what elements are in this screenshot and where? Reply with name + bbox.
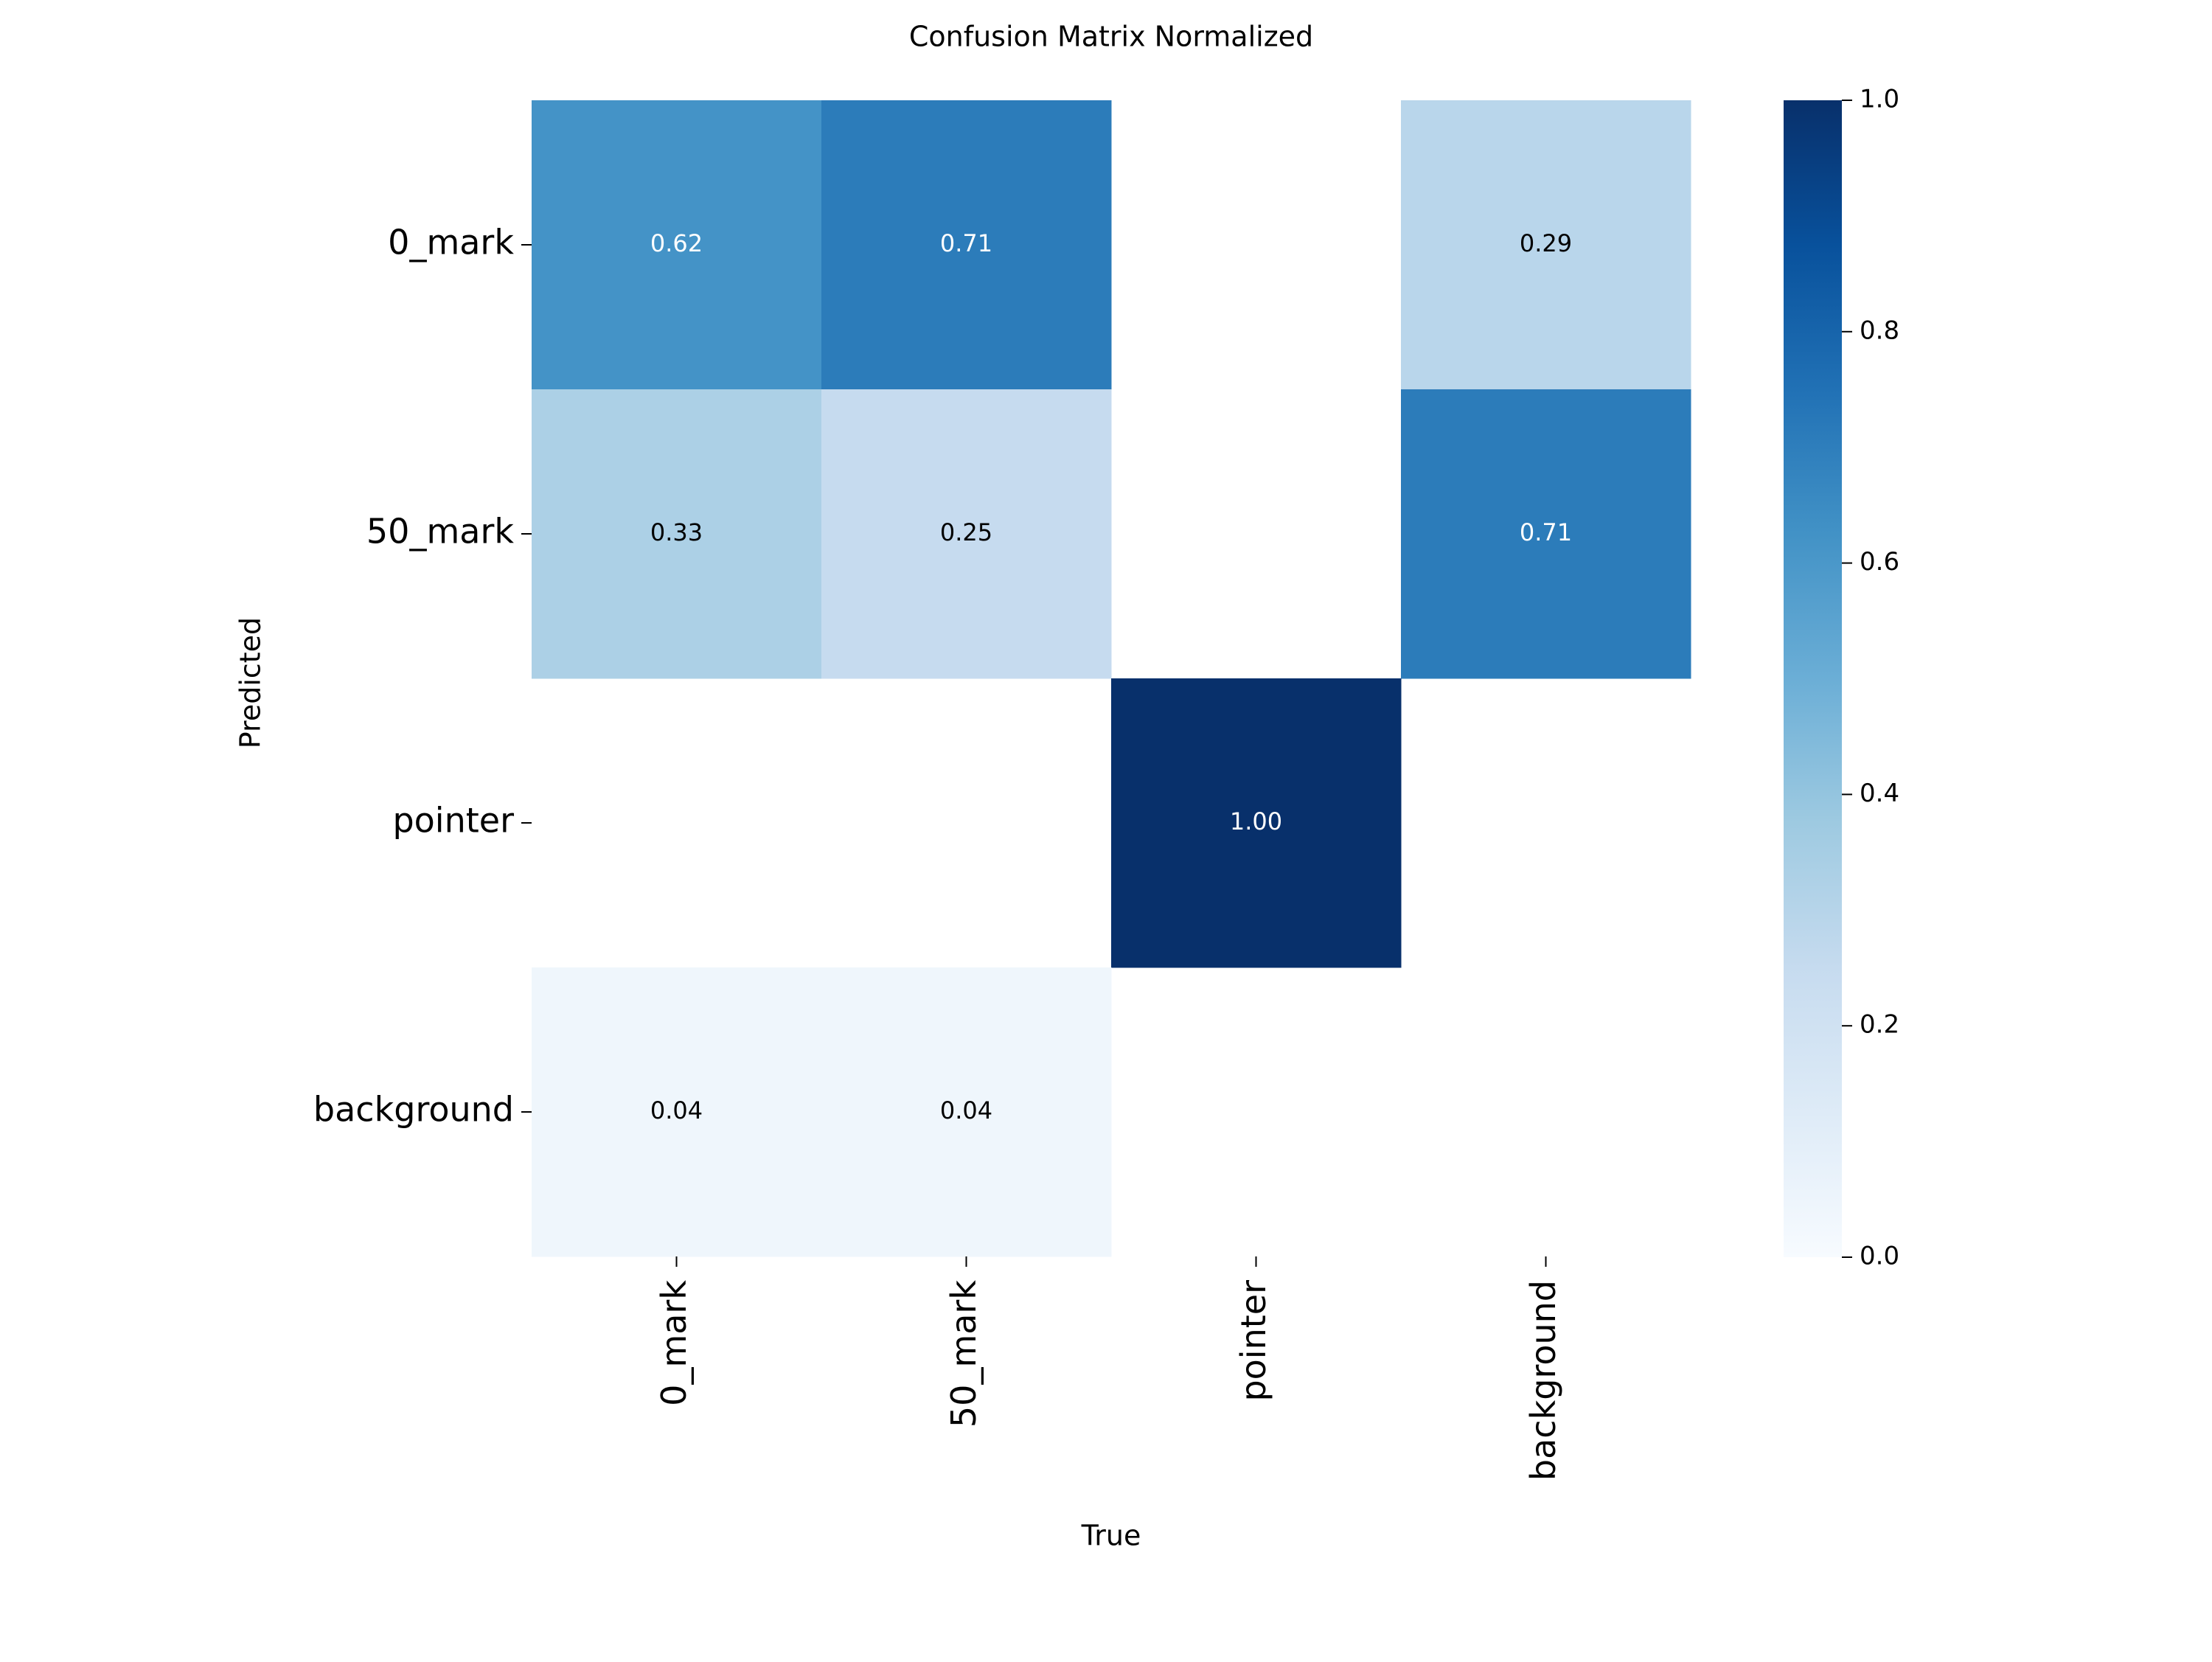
colorbar-tick-label: 0.6 [1860, 547, 1899, 577]
heatmap-cell [1401, 389, 1691, 679]
heatmap-cell [821, 389, 1112, 679]
heatmap-cell [1401, 100, 1691, 390]
cell-value-label: 0.04 [940, 1096, 992, 1124]
cell-value-label: 0.29 [1520, 229, 1572, 257]
heatmap-cell [821, 100, 1112, 390]
y-tick-label: background [313, 1090, 514, 1130]
y-tick-label: 50_mark [366, 512, 514, 552]
y-tick-label: pointer [392, 801, 514, 841]
y-axis-label: Predicted [234, 617, 267, 748]
colorbar-tick-label: 1.0 [1860, 85, 1899, 114]
cell-value-label: 1.00 [1230, 807, 1282, 835]
x-axis-label: True [1081, 1520, 1141, 1552]
x-tick-label: pointer [1234, 1280, 1273, 1402]
cell-value-label: 0.04 [650, 1096, 703, 1124]
heatmap-cell [532, 100, 822, 390]
cell-value-label: 0.71 [1520, 518, 1572, 546]
cell-value-label: 0.71 [940, 229, 992, 257]
colorbar-tick-label: 0.0 [1860, 1242, 1899, 1271]
colorbar-ticks: 0.0 0.2 0.4 0.6 0.8 1.0 [1842, 85, 1899, 1271]
x-tick-label: 50_mark [944, 1280, 984, 1428]
colorbar-tick-label: 0.8 [1860, 316, 1899, 345]
colorbar [1784, 100, 1842, 1257]
heatmap-cell [532, 389, 822, 679]
chart-title: Confusion Matrix Normalized [909, 21, 1313, 53]
y-tick-label: 0_mark [388, 223, 514, 262]
cell-value-label: 0.33 [650, 518, 703, 546]
heatmap-cell [532, 967, 822, 1257]
x-tick-label: background [1523, 1280, 1563, 1481]
x-axis-ticks: 0_mark 50_mark pointer background [654, 1256, 1563, 1481]
heatmap-cell [1111, 678, 1402, 968]
cell-value-label: 0.62 [650, 229, 703, 257]
cell-value-label: 0.25 [940, 518, 992, 546]
heatmap-cell [821, 967, 1112, 1257]
colorbar-tick-label: 0.2 [1860, 1010, 1899, 1040]
heatmap-cells [532, 100, 1691, 1257]
cell-annotations: 0.62 0.71 0.29 0.33 0.25 0.71 1.00 0.04 0.04 [650, 229, 1572, 1124]
colorbar-tick-label: 0.4 [1860, 779, 1899, 808]
x-tick-label: 0_mark [654, 1280, 694, 1406]
